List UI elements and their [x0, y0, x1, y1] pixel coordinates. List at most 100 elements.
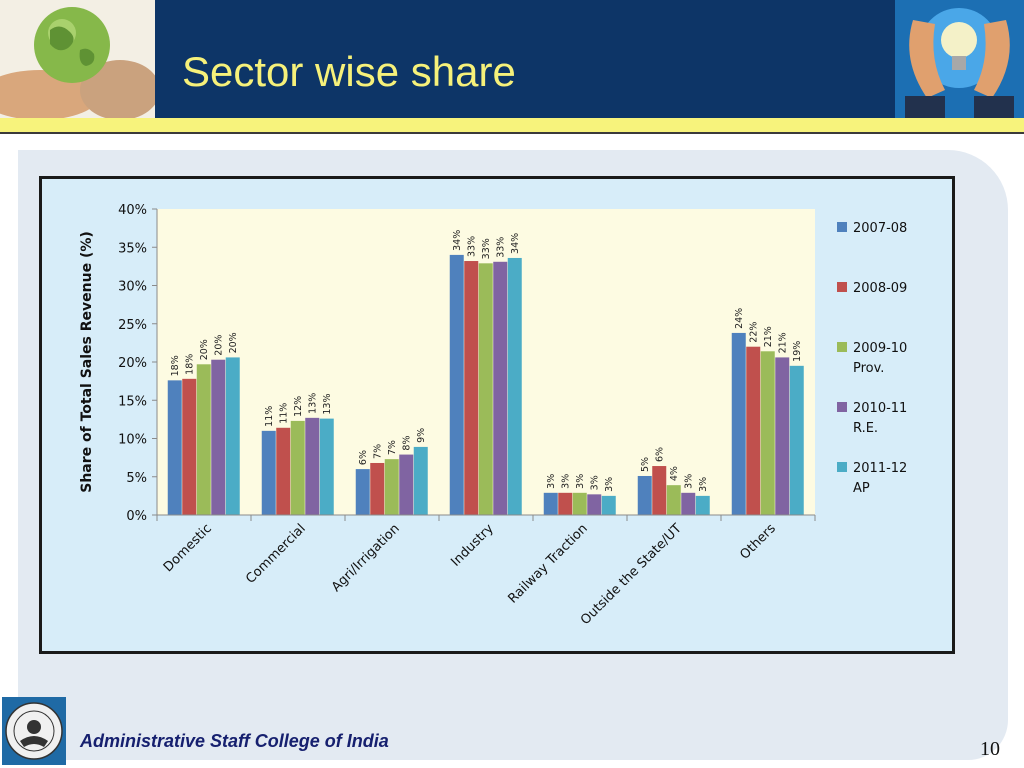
data-label: 6% [655, 447, 666, 462]
bar-2009-10-outside-the-state-ut [666, 485, 681, 515]
y-tick-label: 35% [118, 241, 147, 256]
data-label: 24% [734, 308, 745, 329]
footer-institution: Administrative Staff College of India [80, 731, 389, 751]
data-label: 3% [561, 474, 572, 489]
bar-2008-09-railway-traction [558, 492, 573, 515]
data-label: 34% [452, 230, 463, 251]
bar-2007-08-agri-irrigation [355, 469, 370, 515]
data-label: 9% [416, 428, 427, 443]
bar-2011-12-domestic [225, 357, 240, 515]
legend-label-sub: AP [853, 481, 870, 496]
legend-label: 2007-08 [853, 221, 907, 236]
bar-2011-12-industry [507, 257, 522, 515]
data-label: 21% [778, 332, 789, 353]
x-category-label: Commercial [243, 521, 309, 587]
data-label: 19% [792, 341, 803, 362]
data-label: 7% [373, 444, 384, 459]
data-label: 3% [698, 477, 709, 492]
bar-2008-09-domestic [182, 378, 197, 515]
y-tick-label: 15% [118, 394, 147, 409]
page-number: 10 [980, 738, 1000, 760]
bar-2007-08-outside-the-state-ut [637, 475, 652, 515]
bar-2008-09-others [746, 346, 761, 515]
y-tick-label: 20% [118, 356, 147, 371]
data-label: 4% [669, 466, 680, 481]
bar-2007-08-industry [449, 254, 464, 515]
data-label: 20% [228, 332, 239, 353]
data-label: 7% [387, 440, 398, 455]
legend-label-sub: Prov. [853, 361, 884, 376]
y-tick-label: 10% [118, 433, 147, 448]
bar-2008-09-outside-the-state-ut [652, 466, 667, 515]
y-tick-label: 5% [126, 471, 147, 486]
data-label: 18% [185, 354, 196, 375]
bar-2007-08-others [731, 332, 746, 515]
bar-2008-09-industry [464, 261, 479, 515]
data-label: 18% [170, 355, 181, 376]
bar-2009-10-railway-traction [572, 492, 587, 515]
data-label: 13% [322, 393, 333, 414]
bar-2010-11-domestic [211, 359, 226, 515]
bar-2008-09-agri-irrigation [370, 462, 385, 515]
data-label: 12% [293, 396, 304, 417]
x-category-label: Domestic [161, 521, 215, 575]
bar-2007-08-railway-traction [543, 492, 558, 515]
y-tick-label: 0% [126, 509, 147, 524]
legend-swatch [837, 282, 847, 292]
globe-in-hands-image [0, 0, 155, 118]
bar-2011-12-others [789, 365, 804, 515]
y-tick-label: 30% [118, 280, 147, 295]
header-accent-band [0, 118, 1024, 132]
data-label: 34% [510, 233, 521, 254]
lightbulb-in-hands-image [895, 0, 1024, 118]
bar-2009-10-domestic [196, 364, 211, 515]
data-label: 3% [684, 474, 695, 489]
data-label: 20% [199, 339, 210, 360]
bar-2009-10-others [760, 351, 775, 515]
bar-2011-12-outside-the-state-ut [695, 495, 710, 515]
slide-title: Sector wise share [182, 48, 516, 95]
x-category-label: Agri/Irrigation [329, 521, 403, 595]
legend-swatch [837, 222, 847, 232]
bar-2010-11-railway-traction [587, 494, 602, 515]
legend-label-sub: R.E. [853, 421, 878, 436]
data-label: 3% [590, 475, 601, 490]
data-label: 22% [749, 322, 760, 343]
bar-2010-11-industry [493, 261, 508, 515]
data-label: 21% [763, 326, 774, 347]
legend-label: 2009-10 [853, 341, 907, 356]
legend-swatch [837, 462, 847, 472]
data-label: 3% [604, 477, 615, 492]
bar-2011-12-commercial [319, 418, 334, 515]
bar-2011-12-agri-irrigation [413, 446, 428, 515]
y-axis-title: Share of Total Sales Revenue (%) [79, 231, 95, 493]
slide-header [0, 0, 1024, 118]
bar-2010-11-others [775, 357, 790, 515]
y-tick-label: 40% [118, 203, 147, 218]
bar-2011-12-railway-traction [601, 495, 616, 515]
x-category-label: Others [737, 521, 779, 563]
data-label: 5% [640, 457, 651, 472]
institute-logo [2, 697, 66, 765]
x-category-label: Outside the State/UT [578, 521, 685, 628]
legend-label: 2010-11 [853, 401, 907, 416]
x-category-label: Railway Traction [505, 521, 590, 606]
data-label: 8% [402, 435, 413, 450]
data-label: 11% [279, 403, 290, 424]
bar-2010-11-outside-the-state-ut [681, 492, 696, 515]
data-label: 3% [575, 474, 586, 489]
legend-label: 2008-09 [853, 281, 907, 296]
data-label: 20% [214, 335, 225, 356]
data-label: 33% [467, 236, 478, 257]
data-label: 3% [546, 474, 557, 489]
header-divider [0, 132, 1024, 134]
bar-2009-10-commercial [290, 420, 305, 515]
bar-2010-11-commercial [305, 417, 320, 515]
x-category-label: Industry [448, 521, 497, 570]
legend-swatch [837, 342, 847, 352]
bar-2009-10-industry [478, 263, 493, 515]
data-label: 13% [308, 393, 319, 414]
data-label: 33% [496, 237, 507, 258]
bar-2007-08-commercial [261, 430, 276, 515]
legend-label: 2011-12 [853, 461, 907, 476]
